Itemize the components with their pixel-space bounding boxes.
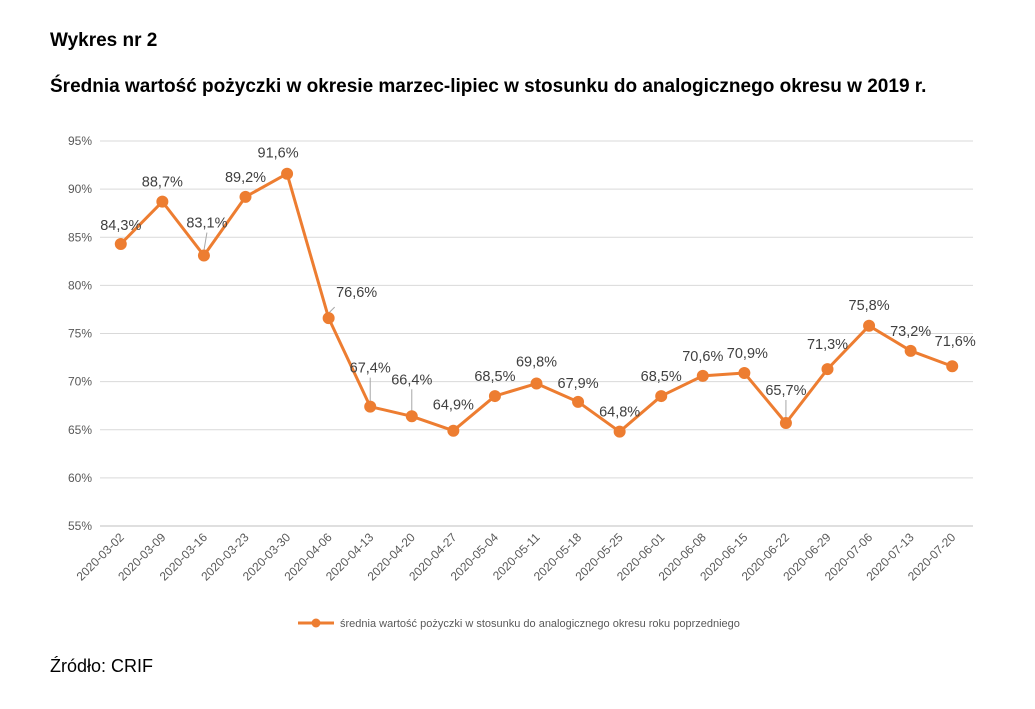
data-label: 65,7% [765,383,806,399]
data-label: 66,4% [391,372,432,388]
y-tick-label: 70% [68,375,92,389]
data-point [156,195,169,208]
data-point [197,249,210,262]
y-tick-label: 80% [68,278,92,292]
chart-title: Średnia wartość pożyczki w okresie marze… [50,76,927,97]
y-tick-label: 90% [68,182,92,196]
leader-line [203,232,208,251]
leader-line [328,306,335,314]
data-label: 68,5% [474,369,515,385]
y-tick-label: 75% [68,327,92,341]
data-point [572,395,585,408]
chart-label: Wykres nr 2 [50,30,158,51]
data-point [655,390,668,403]
data-point [613,425,626,438]
data-label: 88,7% [142,175,183,191]
data-point [946,360,959,373]
data-label: 70,6% [682,349,723,365]
legend-point-marker [311,618,321,628]
y-tick-label: 55% [68,519,92,533]
y-tick-label: 60% [68,471,92,485]
data-point [530,377,543,390]
legend-label: średnia wartość pożyczki w stosunku do a… [340,618,740,630]
data-labels: 84,3% 88,7% 83,1% 89,2% 91,6% 76,6% 67,4%66,4%… [100,146,976,421]
data-point [322,312,335,325]
data-point [239,190,252,203]
legend: średnia wartość pożyczki w stosunku do a… [298,618,740,630]
data-point [114,237,127,250]
series-line [119,172,954,434]
data-label: 75,8% [849,298,890,314]
data-label: 70,9% [727,346,768,362]
data-label: 84,3% [100,218,141,234]
data-point [696,369,709,382]
x-axis: 2020-03-022020-03-092020-03-162020-03-23… [74,530,959,584]
data-label: 71,6% [935,334,976,350]
data-label: 73,2% [890,324,931,340]
y-tick-label: 65% [68,423,92,437]
gridlines [100,140,973,527]
data-label: 67,9% [558,376,599,392]
data-point [821,363,834,376]
data-point [488,390,501,403]
data-point [779,417,792,430]
data-label: 69,8% [516,355,557,371]
data-point [447,424,460,437]
series [114,167,959,438]
data-point [405,410,418,423]
y-tick-label: 85% [68,230,92,244]
data-point [281,167,294,180]
data-label: 64,8% [599,405,640,421]
data-label: 64,9% [433,398,474,414]
data-label: 76,6% [336,285,377,301]
data-point [904,344,917,357]
y-axis: 55% 60% 65% 70% 75% 80% 85% 90% 95% [68,134,92,533]
source-note: Źródło: CRIF [50,656,154,676]
leader-lines [203,232,787,419]
data-label: 83,1% [186,216,227,232]
data-label: 67,4% [350,361,391,377]
data-point [738,366,751,379]
data-point [364,400,377,413]
data-label: 71,3% [807,337,848,353]
y-tick-label: 95% [68,134,92,148]
data-point [863,319,876,332]
data-label: 91,6% [258,146,299,162]
data-label: 68,5% [641,369,682,385]
data-label: 89,2% [225,170,266,186]
